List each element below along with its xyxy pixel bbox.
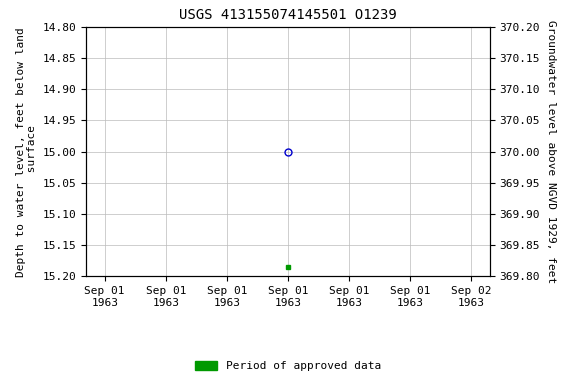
Legend: Period of approved data: Period of approved data xyxy=(191,357,385,376)
Title: USGS 413155074145501 O1239: USGS 413155074145501 O1239 xyxy=(179,8,397,22)
Y-axis label: Depth to water level, feet below land
 surface: Depth to water level, feet below land su… xyxy=(16,27,37,276)
Y-axis label: Groundwater level above NGVD 1929, feet: Groundwater level above NGVD 1929, feet xyxy=(547,20,556,283)
